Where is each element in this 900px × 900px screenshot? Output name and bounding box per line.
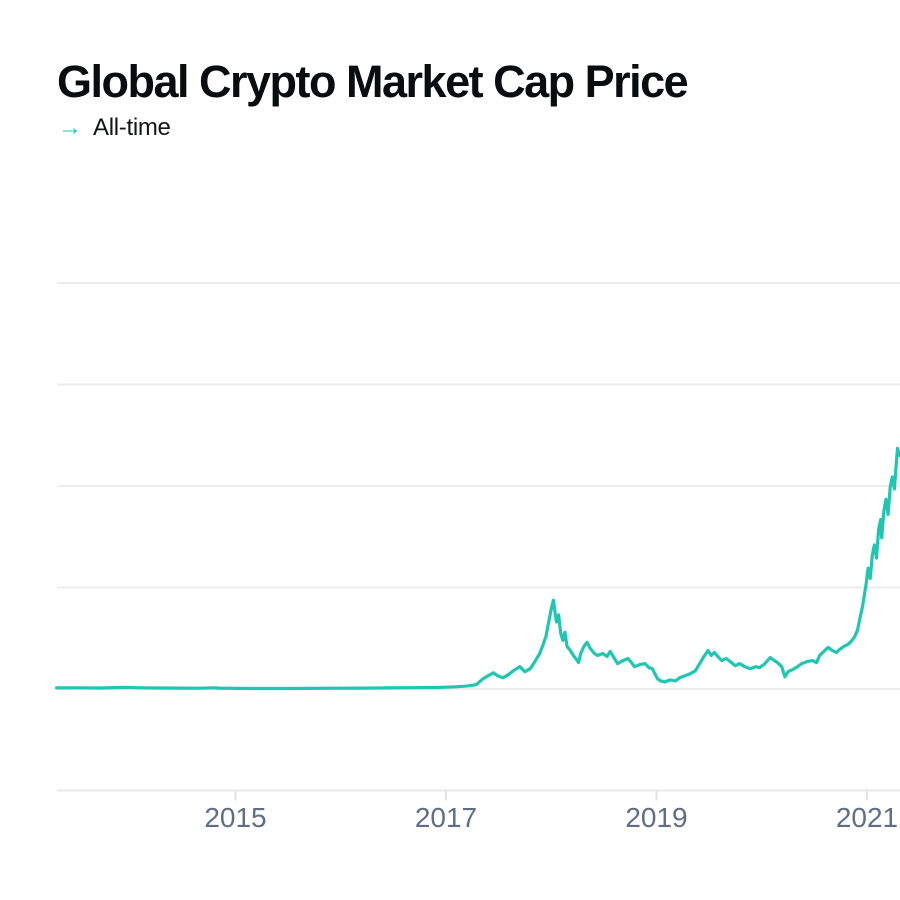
- x-axis-label: 2015: [204, 802, 266, 833]
- time-range-indicator: → All-time: [58, 113, 171, 143]
- x-axis-label: 2017: [415, 802, 477, 833]
- page-title: Global Crypto Market Cap Price: [57, 56, 689, 107]
- x-axis-label: 2019: [625, 802, 687, 833]
- market-cap-line-series: [54, 446, 900, 691]
- x-axis-label: 2021: [836, 802, 898, 833]
- time-range-label: All-time: [93, 114, 171, 141]
- arrow-right-icon: →: [58, 114, 82, 141]
